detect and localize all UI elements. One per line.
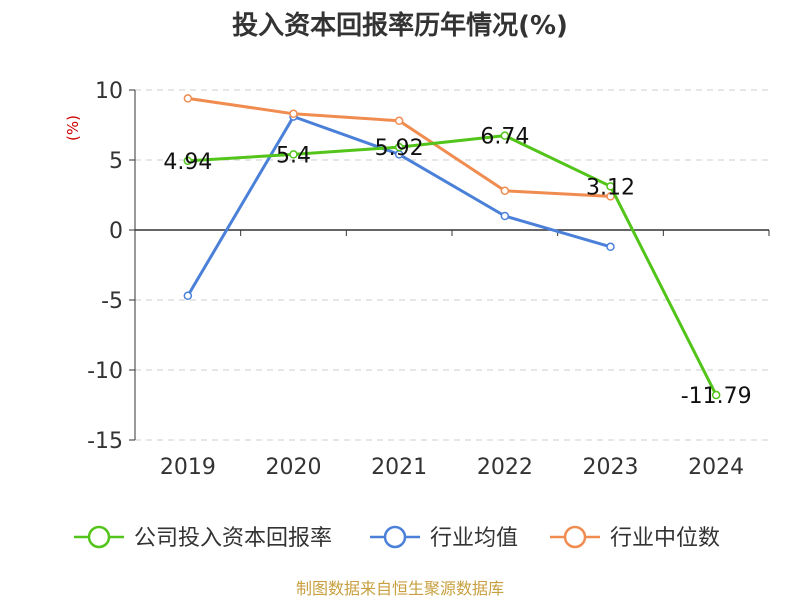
legend-item[interactable]: 公司投入资本回报率 <box>74 525 332 551</box>
y-tick-label: 10 <box>95 79 123 104</box>
series-point <box>500 131 510 140</box>
y-tick-label: -10 <box>87 359 123 384</box>
data-label: 6.74 <box>480 125 529 150</box>
y-tick-label: 0 <box>109 219 123 244</box>
y-axis-unit-label: (%) <box>64 115 82 141</box>
series-point <box>183 291 193 301</box>
data-label: 5.92 <box>375 136 424 161</box>
x-tick-label: 2021 <box>371 455 427 480</box>
series-point <box>183 94 193 103</box>
chart-title: 投入资本回报率历年情况(%) <box>232 10 568 41</box>
y-tick-label: -15 <box>87 429 123 454</box>
x-tick-label: 2020 <box>266 455 322 480</box>
series-point <box>394 116 404 126</box>
series-point <box>500 186 510 196</box>
x-tick-label: 2024 <box>688 455 744 480</box>
legend-item[interactable]: 行业均值 <box>370 525 518 551</box>
legend-label: 公司投入资本回报率 <box>134 526 332 551</box>
grid-layer <box>135 89 769 441</box>
x-tick-label: 2019 <box>160 455 216 480</box>
series-point <box>183 156 193 166</box>
data-label: 3.12 <box>586 175 635 200</box>
legend-marker <box>383 525 407 549</box>
series-point <box>289 109 298 119</box>
legend-marker <box>563 525 587 549</box>
series-point <box>500 211 510 221</box>
y-tick-label: -5 <box>101 289 123 314</box>
series-point <box>394 142 404 152</box>
legend-label: 行业均值 <box>430 526 518 551</box>
series-point <box>289 150 298 159</box>
legend-marker <box>87 525 111 549</box>
source-footer: 制图数据来自恒生聚源数据库 <box>296 579 504 598</box>
x-tick-label: 2022 <box>477 455 533 480</box>
legend: 公司投入资本回报率 行业均值 行业中位数 <box>74 525 720 551</box>
data-label: 5.4 <box>276 143 311 168</box>
series-point <box>711 390 721 400</box>
y-tick-label: 5 <box>109 149 123 174</box>
axis-layer: 10 5 0 -5 -10 -15 2019 2020 2021 2022 2023 2024 <box>87 79 770 480</box>
data-label: 4.94 <box>163 150 212 175</box>
data-label-layer: 4.94 5.4 5.92 6.74 3.12 -11.79 <box>163 125 751 409</box>
series-layer <box>183 94 721 400</box>
series-point <box>606 242 615 252</box>
data-label: -11.79 <box>681 384 752 409</box>
legend-item[interactable]: 行业中位数 <box>550 525 720 551</box>
series-line <box>186 134 718 397</box>
x-tick-label: 2023 <box>583 455 639 480</box>
series-point <box>606 182 615 191</box>
legend-label: 行业中位数 <box>610 526 720 551</box>
